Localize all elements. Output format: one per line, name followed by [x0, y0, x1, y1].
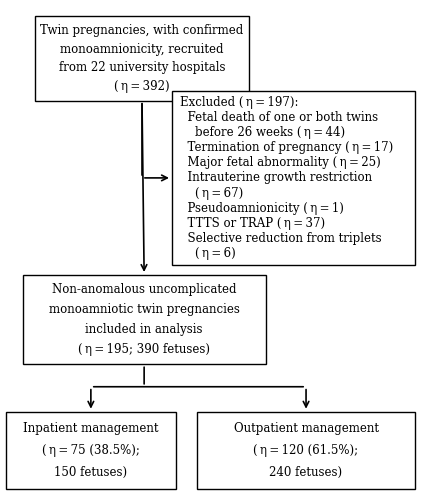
Text: ( η = 6): ( η = 6)	[180, 247, 236, 260]
FancyBboxPatch shape	[6, 412, 176, 488]
Text: Inpatient management: Inpatient management	[23, 422, 159, 434]
Text: ( η = 120 (61.5%);: ( η = 120 (61.5%);	[253, 444, 359, 456]
Text: before 26 weeks ( η = 44): before 26 weeks ( η = 44)	[180, 126, 346, 139]
Text: Termination of pregnancy ( η = 17): Termination of pregnancy ( η = 17)	[180, 141, 393, 154]
Text: Intrauterine growth restriction: Intrauterine growth restriction	[180, 172, 373, 184]
Text: TTTS or TRAP ( η = 37): TTTS or TRAP ( η = 37)	[180, 217, 326, 230]
FancyBboxPatch shape	[198, 412, 415, 488]
Text: included in analysis: included in analysis	[85, 323, 203, 336]
Text: Fetal death of one or both twins: Fetal death of one or both twins	[180, 111, 378, 124]
Text: ( η = 392): ( η = 392)	[114, 80, 170, 93]
Text: Selective reduction from triplets: Selective reduction from triplets	[180, 232, 382, 245]
FancyBboxPatch shape	[35, 16, 249, 101]
Text: monoamnionicity, recruited: monoamnionicity, recruited	[60, 42, 224, 56]
Text: 150 fetuses): 150 fetuses)	[54, 466, 128, 478]
FancyBboxPatch shape	[23, 275, 265, 364]
Text: monoamniotic twin pregnancies: monoamniotic twin pregnancies	[49, 303, 240, 316]
Text: from 22 university hospitals: from 22 university hospitals	[59, 62, 225, 74]
Text: Outpatient management: Outpatient management	[233, 422, 379, 434]
Text: ( η = 67): ( η = 67)	[180, 186, 244, 200]
Text: Twin pregnancies, with confirmed: Twin pregnancies, with confirmed	[40, 24, 244, 37]
Text: Non-anomalous uncomplicated: Non-anomalous uncomplicated	[52, 284, 237, 296]
Text: Major fetal abnormality ( η = 25): Major fetal abnormality ( η = 25)	[180, 156, 381, 170]
FancyBboxPatch shape	[172, 91, 415, 265]
Text: Pseudoamnionicity ( η = 1): Pseudoamnionicity ( η = 1)	[180, 202, 344, 214]
Text: ( η = 75 (38.5%);: ( η = 75 (38.5%);	[42, 444, 140, 456]
Text: Excluded ( η = 197):: Excluded ( η = 197):	[180, 96, 299, 108]
Text: ( η = 195; 390 fetuses): ( η = 195; 390 fetuses)	[78, 343, 210, 356]
Text: 240 fetuses): 240 fetuses)	[269, 466, 342, 478]
